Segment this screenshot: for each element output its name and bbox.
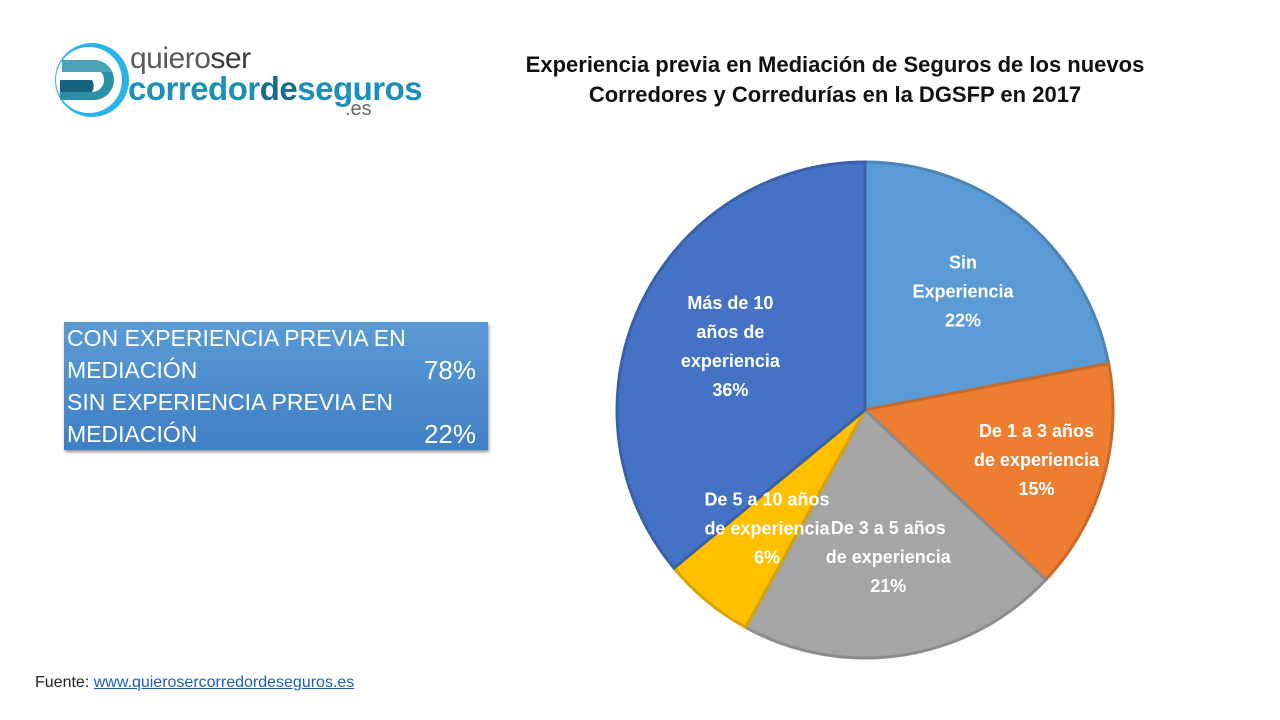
pie-slice-2	[743, 407, 1048, 660]
logo-text-de: de	[259, 70, 298, 107]
source-label: Fuente:	[35, 674, 90, 691]
summary-label: SIN EXPERIENCIA PREVIA EN	[67, 389, 393, 415]
summary-row-con-experiencia: CON EXPERIENCIA PREVIA EN MEDIACIÓN 78%	[64, 322, 488, 386]
pie-data-label-line: 15%	[1018, 479, 1054, 499]
pie-slice-1	[861, 361, 1115, 582]
pie-data-label-2: De 3 a 5 años de experiencia 21%	[826, 518, 952, 596]
pie-data-label-line: años de	[696, 322, 764, 342]
pie-data-label-line: experiencia	[681, 351, 781, 371]
summary-label: MEDIACIÓN	[67, 357, 198, 383]
pie-data-label-line: 36%	[712, 380, 748, 400]
pie-slice-0	[863, 160, 1111, 412]
pie-slice-4	[615, 160, 867, 571]
logo-text-corredor: corredor	[128, 70, 260, 107]
source-link[interactable]: www.quierosercorredordeseguros.es	[93, 674, 355, 691]
pie-data-label-line: De 1 a 3 años	[979, 421, 1094, 441]
pie-data-label-1: De 1 a 3 años de experiencia 15%	[974, 421, 1100, 499]
pie-data-label-line: Experiencia	[912, 282, 1014, 302]
summary-row-sin-experiencia: SIN EXPERIENCIA PREVIA EN MEDIACIÓN 22%	[64, 386, 488, 450]
pie-data-label-4: Más de 10 años de experiencia 36%	[681, 293, 781, 400]
pie-data-label-3: De 5 a 10 años de experiencia 6%	[704, 489, 830, 567]
pie-data-label-line: de experiencia	[704, 518, 830, 538]
summary-value: 22%	[423, 419, 476, 449]
pie-data-label-line: 6%	[754, 547, 780, 567]
pie-data-label-line: Más de 10	[687, 293, 773, 313]
chart-title-line2: Corredores y Corredurías en la DGSFP en …	[588, 82, 1082, 107]
logo-text-corredordeseguros: corredordeseguros	[128, 70, 423, 108]
chart-title: Experiencia previa en Mediación de Segur…	[490, 50, 1180, 110]
pie-data-label-line: Sin	[949, 253, 977, 273]
pie-data-label-line: de experiencia	[974, 450, 1100, 470]
summary-label: MEDIACIÓN	[67, 421, 198, 447]
logo-text-seguros: seguros	[297, 70, 423, 107]
chart-title-line1: Experiencia previa en Mediación de Segur…	[525, 52, 1145, 77]
logo-text-quiero: quiero	[130, 42, 211, 75]
logo-text-quieroser: quieroser	[130, 42, 251, 76]
summary-value: 78%	[423, 355, 476, 385]
logo-text-ser: ser	[210, 42, 251, 75]
pie-data-label-line: de experiencia	[826, 547, 952, 567]
pie-chart: Sin Experiencia 22% De 1 a 3 años de experie…	[615, 160, 1115, 660]
summary-label: CON EXPERIENCIA PREVIA EN	[67, 325, 406, 351]
pie-data-label-line: De 5 a 10 años	[704, 489, 829, 509]
pie-data-label-line: 21%	[870, 576, 906, 596]
logo-text-es: .es	[345, 98, 372, 120]
source-note: Fuente: www.quierosercorredordeseguros.e…	[35, 674, 354, 692]
pie-data-label-line: 22%	[945, 311, 981, 331]
pie-data-label-line: De 3 a 5 años	[831, 518, 946, 538]
logo: quieroser corredordeseguros .es	[52, 40, 423, 120]
pie-data-label-0: Sin Experiencia 22%	[912, 253, 1014, 331]
summary-box: CON EXPERIENCIA PREVIA EN MEDIACIÓN 78% …	[64, 322, 488, 450]
logo-s-icon	[55, 43, 129, 117]
